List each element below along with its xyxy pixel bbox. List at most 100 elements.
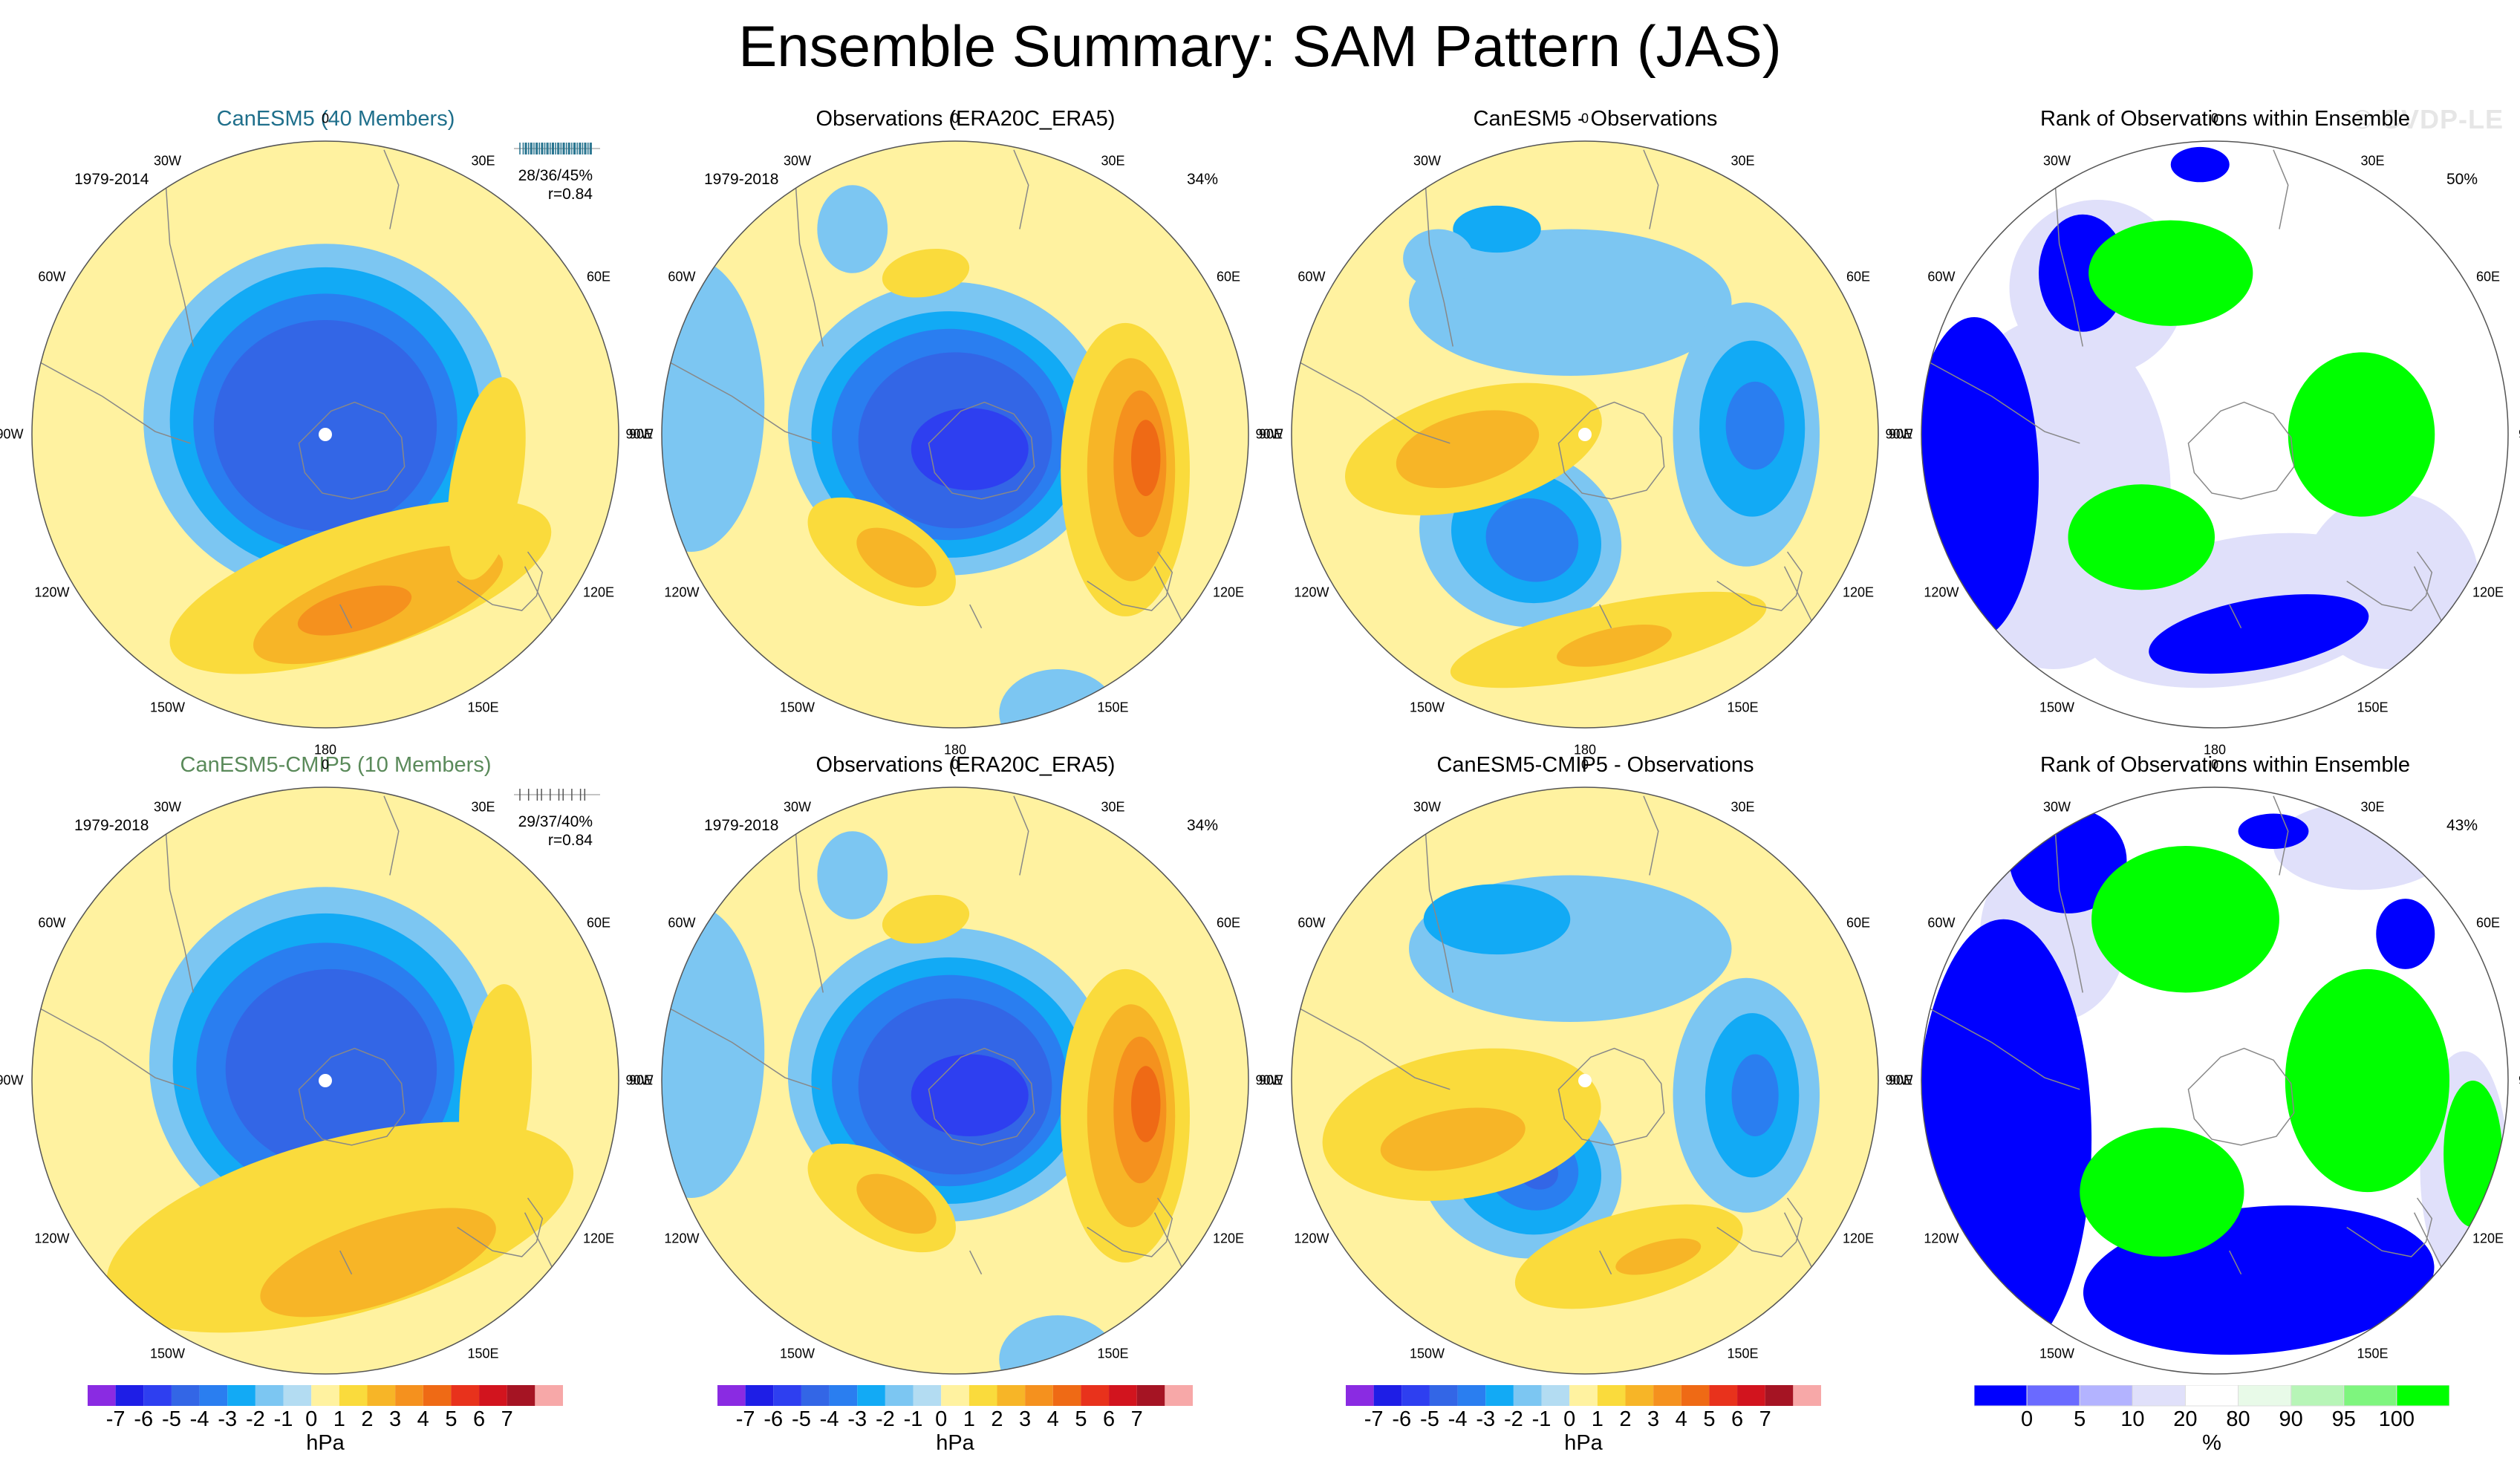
negative-anomaly-contour: [911, 408, 1029, 491]
colorbar-tick-label: 2: [1619, 1407, 1632, 1431]
colorbar-swatch: [745, 1385, 774, 1406]
coastline: [2187, 1047, 2295, 1146]
map-border: [661, 140, 1249, 729]
rank-region-95-100: [2444, 1081, 2503, 1228]
colorbar-tick-label: 0: [2021, 1407, 2034, 1431]
lon-label-150e: 150E: [2357, 700, 2389, 715]
coastline: [383, 149, 400, 229]
colorbar-swatch: [255, 1385, 284, 1406]
panel-diff-row2: CanESM5-CMIP5 - Observations 0 30E 60E 90E 12…: [1255, 750, 1912, 1404]
coastline: [1643, 795, 1659, 876]
lon-label-150w: 150W: [149, 700, 186, 715]
colorbar-tick-label: 4: [417, 1407, 429, 1431]
lon-label-120e: 120E: [1843, 584, 1875, 599]
map-border: [1291, 140, 1879, 729]
colorbar-tick-label: 2: [361, 1407, 374, 1431]
colorbar-swatch: [507, 1385, 535, 1406]
colorbar-swatch: [1025, 1385, 1053, 1406]
colorbar-tick-label: 90: [2279, 1407, 2303, 1431]
period-label: 1979-2014: [74, 171, 149, 188]
lon-label-150w: 150W: [2039, 700, 2075, 715]
rank-region-0-5: [1921, 919, 2092, 1360]
polar-map: [31, 787, 619, 1375]
coastline: [1013, 149, 1029, 229]
colorbar-swatch: [1681, 1385, 1710, 1406]
colorbar-tick-label: 5: [1703, 1407, 1716, 1431]
lon-label-120e: 120E: [2472, 584, 2504, 599]
colorbar-swatch: [1709, 1385, 1738, 1406]
lon-label-90e: 90E: [1258, 426, 1283, 442]
negative-anomaly-contour: [662, 258, 765, 552]
lon-label-180: 180: [2203, 742, 2227, 758]
rank-region-0-5: [2238, 813, 2309, 849]
panel-rank-row2: Rank of Observations within Ensemble 0 30E…: [1885, 750, 2520, 1404]
coastline: [1297, 360, 1451, 444]
positive-anomaly-contour: [106, 1121, 574, 1333]
coastline: [667, 360, 821, 444]
colorbar-pressure: -7 -6 -5 -4 -3 -2 -1 0 1 2 3 4 5 6 7 hPa: [88, 1385, 563, 1456]
negative-anomaly-contour: [1403, 229, 1474, 288]
coastline: [1557, 1047, 1665, 1146]
lon-label-90e: 90E: [1258, 1072, 1283, 1088]
lon-label-60e: 60E: [1846, 269, 1871, 284]
colorbar-swatch: [1597, 1385, 1626, 1406]
positive-anomaly-contour: [1380, 1107, 1526, 1171]
positive-anomaly-contour: [882, 894, 970, 944]
lon-label-60w: 60W: [1927, 269, 1956, 284]
lon-label-90w: 90W: [0, 1072, 24, 1088]
panel-title: Rank of Observations within Ensemble: [2039, 753, 2411, 777]
colorbar-swatch: [1625, 1385, 1654, 1406]
colorbar-swatch: [1737, 1385, 1765, 1406]
negative-anomaly-contour: [213, 319, 437, 532]
colorbar-tick-label: -4: [1448, 1407, 1468, 1431]
colorbar-swatch: [2079, 1384, 2133, 1407]
colorbar-swatch: [968, 1385, 997, 1406]
colorbar-swatch: [1485, 1385, 1514, 1406]
coastline: [339, 1250, 353, 1275]
positive-anomaly-contour: [297, 585, 412, 636]
colorbar-tick-label: 0: [1563, 1407, 1576, 1431]
coastline: [2346, 551, 2433, 611]
colorbar-swatch: [283, 1385, 312, 1406]
colorbar-tick-label: -5: [792, 1407, 811, 1431]
colorbar-tick-label: 80: [2226, 1407, 2250, 1431]
lon-label-30e: 30E: [1731, 153, 1755, 169]
colorbar-unit: hPa: [306, 1431, 345, 1455]
lon-label-60e: 60E: [587, 915, 611, 930]
lon-label-120e: 120E: [1843, 1231, 1875, 1245]
positive-anomaly-contour: [447, 377, 526, 580]
coastline: [1557, 401, 1665, 500]
lon-label-120w: 120W: [1924, 1231, 1959, 1245]
rank-region-95-100: [2091, 846, 2279, 993]
map-border: [1921, 140, 2509, 729]
negative-anomaly-contour: [817, 831, 888, 919]
coastline: [1599, 1250, 1612, 1275]
coastline: [2273, 149, 2289, 229]
percent-variance-label: 34%: [1187, 817, 1219, 834]
lon-label-30e: 30E: [2360, 799, 2385, 815]
polar-map: [1921, 787, 2509, 1375]
panel-model-row2: CanESM5-CMIP5 (10 Members) 0 30E 60E 90E 120E…: [0, 750, 653, 1404]
lon-label-30w: 30W: [2042, 799, 2071, 815]
watermark: © CVDP-LE: [2352, 104, 2504, 134]
colorbar-tick-label: -1: [903, 1407, 923, 1431]
coastline: [2187, 401, 2295, 500]
member-tick-strip: [514, 789, 600, 801]
colorbar-swatch: [479, 1385, 507, 1406]
lon-label-150w: 150W: [1409, 1346, 1445, 1361]
colorbar-swatch: [171, 1385, 200, 1406]
lon-label-120w: 120W: [664, 584, 700, 599]
colorbar-swatch: [1429, 1385, 1458, 1406]
ensemble-stats: 29/37/40% r=0.84: [518, 812, 593, 850]
colorbar-pressure: -7 -6 -5 -4 -3 -2 -1 0 1 2 3 4 5 6 7 hPa: [1346, 1385, 1821, 1456]
colorbar-swatch: [1541, 1385, 1570, 1406]
coastline: [1927, 1006, 2080, 1090]
lon-label-30w: 30W: [153, 153, 182, 169]
colorbar-tick-label: 4: [1046, 1407, 1059, 1431]
lon-label-60w: 60W: [1927, 915, 1956, 930]
colorbar-swatches: [1346, 1385, 1821, 1406]
colorbar-tick-label: 1: [333, 1407, 345, 1431]
percent-variance-label: 43%: [2446, 817, 2478, 834]
lon-label-30w: 30W: [1413, 799, 1442, 815]
colorbar-swatch: [1373, 1385, 1402, 1406]
